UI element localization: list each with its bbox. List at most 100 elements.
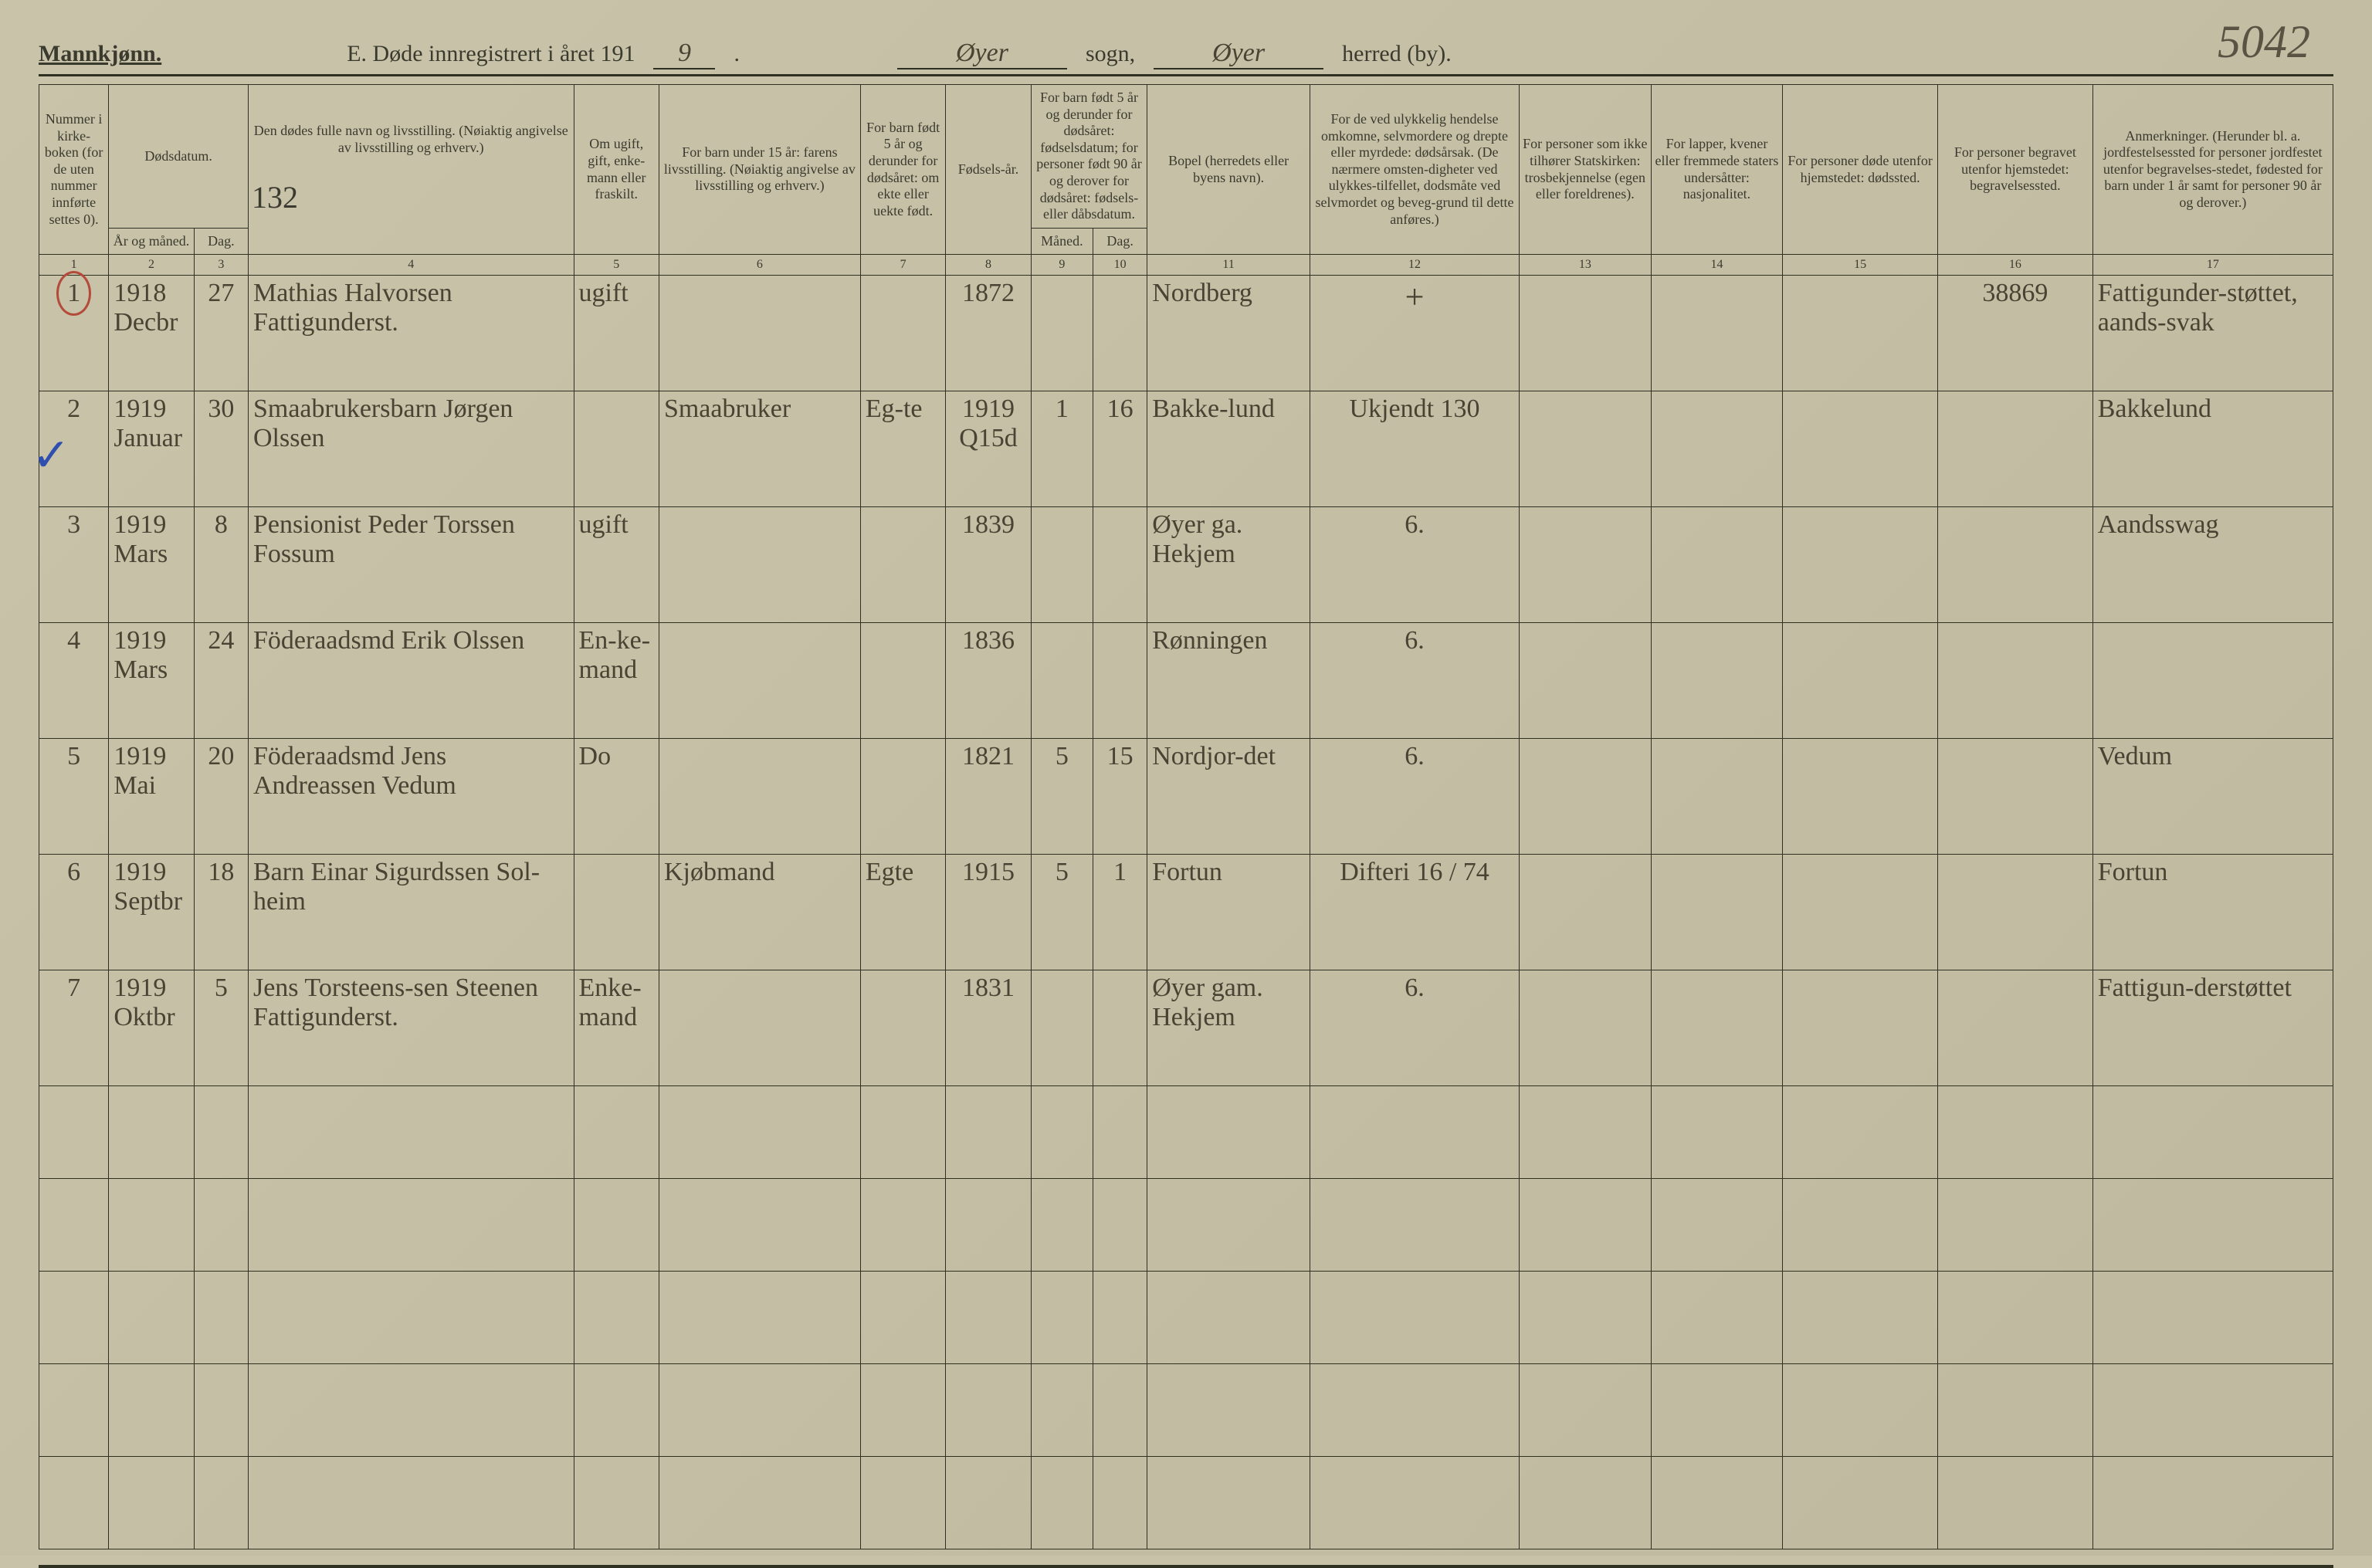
name-occupation: Jens Torsteens-sen Steenen Fattigunderst… [248,970,574,1086]
table-row: 41919 Mars24Föderaadsmd Erik OlssenEn-ke… [39,623,2333,739]
empty-cell [860,1272,945,1364]
column-number: 2 [109,255,194,276]
cross-icon: + [1405,278,1425,316]
remarks: Fattigunder-støttet, aands-svak [2092,276,2333,391]
residence: Bakke-lund [1147,391,1310,507]
empty-cell [1310,1179,1520,1272]
empty-cell [109,1457,194,1549]
birth-month [1031,507,1093,623]
table-row: 71919 Oktbr5Jens Torsteens-sen Steenen F… [39,970,2333,1086]
row-number: ✓2 [39,391,109,507]
col-9b-header: Dag. [1093,228,1147,255]
herred-label: herred (by). [1342,41,1452,67]
empty-cell [1031,1272,1093,1364]
empty-cell [1147,1272,1310,1364]
empty-cell [1310,1457,1520,1549]
death-day: 30 [194,391,248,507]
table-row: 31919 Mars8Pensionist Peder Torssen Foss… [39,507,2333,623]
civil-status [574,391,659,507]
empty-cell [1093,1179,1147,1272]
empty-cell [194,1364,248,1457]
name-occupation: Smaabrukersbarn Jørgen Olssen [248,391,574,507]
table-row [39,1179,2333,1272]
birth-day: 1 [1093,855,1147,970]
civil-status: Do [574,739,659,855]
row-number: 7 [39,970,109,1086]
father-occupation [659,276,860,391]
col-2b-header: Dag. [194,228,248,255]
confession [1520,507,1652,623]
death-day: 5 [194,970,248,1086]
birth-year: 1831 [946,970,1031,1086]
empty-cell [860,1086,945,1179]
empty-cell [659,1086,860,1179]
confession [1520,739,1652,855]
father-occupation [659,739,860,855]
death-place [1783,739,1938,855]
empty-cell [1938,1086,2093,1179]
confession [1520,855,1652,970]
death-year-month: 1919 Septbr [109,855,194,970]
column-number: 4 [248,255,574,276]
cause: 6. [1310,623,1520,739]
death-day: 18 [194,855,248,970]
empty-cell [1310,1272,1520,1364]
empty-cell [1651,1272,1783,1364]
column-number: 7 [860,255,945,276]
empty-cell [1147,1364,1310,1457]
birth-month: 5 [1031,739,1093,855]
birth-year: 1839 [946,507,1031,623]
empty-cell [1031,1179,1093,1272]
residence: Rønningen [1147,623,1310,739]
residence: Fortun [1147,855,1310,970]
empty-cell [109,1179,194,1272]
burial-place [1938,507,2093,623]
name-occupation: Barn Einar Sigurdssen Sol-heim [248,855,574,970]
remarks: Vedum [2092,739,2333,855]
row-number: 3 [39,507,109,623]
nationality [1651,507,1783,623]
confession [1520,276,1652,391]
name-occupation: Föderaadsmd Jens Andreassen Vedum [248,739,574,855]
burial-place [1938,391,2093,507]
table-row: 61919 Septbr18Barn Einar Sigurdssen Sol-… [39,855,2333,970]
birth-year: 1872 [946,276,1031,391]
empty-cell [39,1086,109,1179]
empty-cell [946,1457,1031,1549]
column-number: 6 [659,255,860,276]
empty-cell [1093,1086,1147,1179]
table-row: 11918 Decbr27Mathias Halvorsen Fattigund… [39,276,2333,391]
col-16-header: For personer begravet utenfor hjemstedet… [1938,85,2093,255]
birth-month: 1 [1031,391,1093,507]
burial-place [1938,970,2093,1086]
death-day: 8 [194,507,248,623]
page-header: Mannkjønn. E. Døde innregistrert i året … [39,39,2333,76]
empty-cell [1651,1086,1783,1179]
remarks [2092,623,2333,739]
death-year-month: 1918 Decbr [109,276,194,391]
col-9a-header: Måned. [1031,228,1093,255]
empty-cell [1093,1457,1147,1549]
birth-year: 1915 [946,855,1031,970]
year-field: 9 [653,39,715,69]
remarks: Bakkelund [2092,391,2333,507]
col-7-header: For barn født 5 år og derunder for dødså… [860,85,945,255]
residence: Nordberg [1147,276,1310,391]
footer-rule [39,1565,2333,1568]
col-17-header: Anmerkninger. (Herunder bl. a. jordfeste… [2092,85,2333,255]
empty-cell [574,1272,659,1364]
herred-value: Øyer [1154,39,1323,69]
legitimacy [860,623,945,739]
column-number: 9 [1031,255,1093,276]
empty-cell [1938,1179,2093,1272]
father-occupation [659,507,860,623]
remarks: Aandsswag [2092,507,2333,623]
legitimacy [860,739,945,855]
legitimacy [860,276,945,391]
nationality [1651,623,1783,739]
page-number: 5042 [2218,15,2310,69]
civil-status: ugift [574,276,659,391]
col-13-header: For personer som ikke tilhører Statskirk… [1520,85,1652,255]
empty-cell [1520,1086,1652,1179]
legitimacy [860,970,945,1086]
